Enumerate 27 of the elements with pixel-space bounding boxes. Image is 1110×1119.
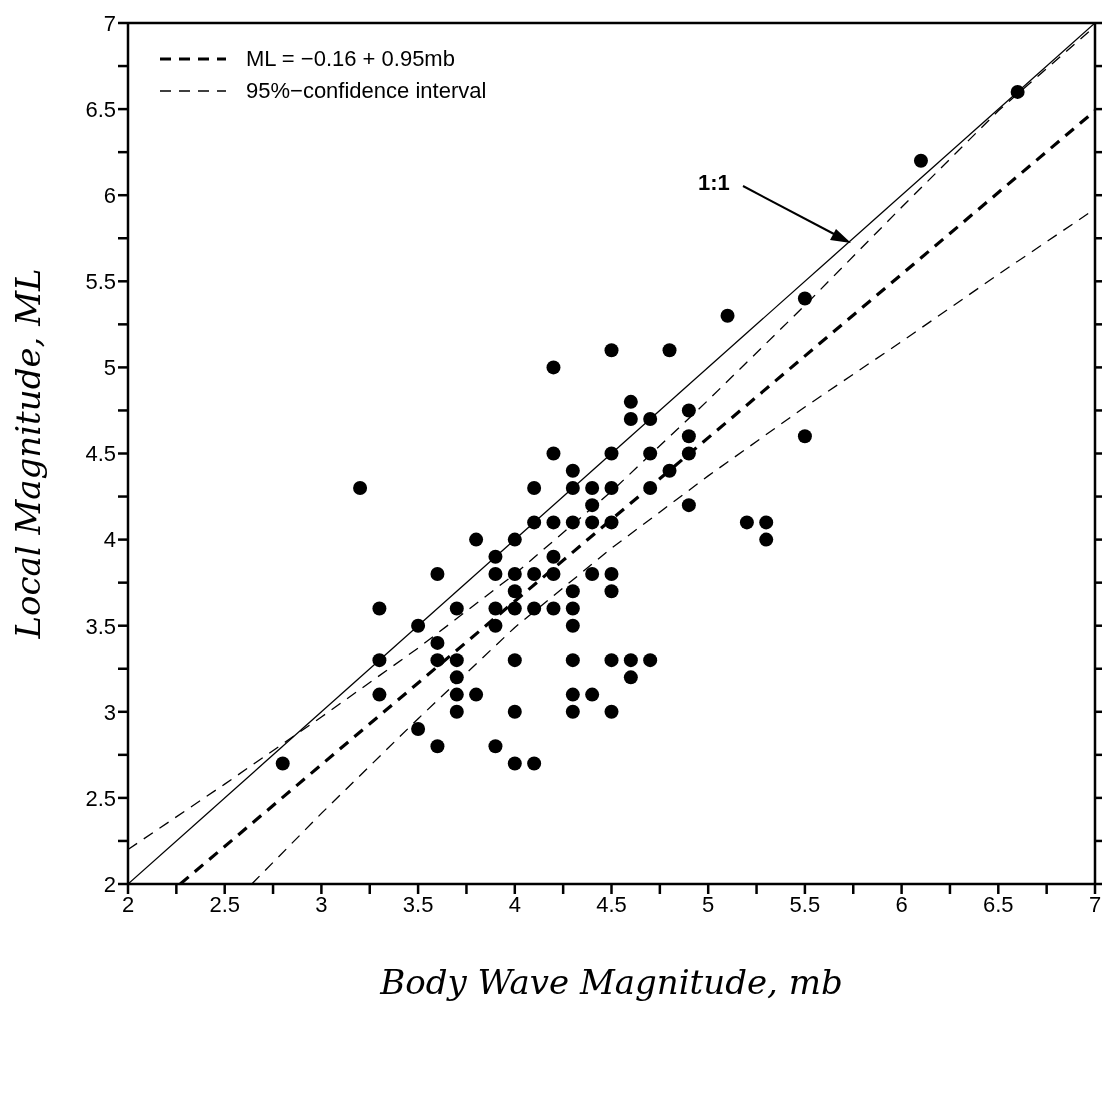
annotation: 1:1	[698, 170, 730, 196]
y-axis-title: Local Magnitude, ML	[8, 268, 49, 640]
y-tick-label: 2	[103, 871, 116, 897]
x-tick-label: 6	[895, 891, 908, 917]
legend-label: ML = −0.16 + 0.95mb	[246, 46, 455, 72]
x-tick-label: 5	[702, 891, 715, 917]
y-tick-label: 2.5	[85, 785, 116, 811]
x-tick-label: 2	[121, 891, 135, 917]
x-tick-label: 6.5	[983, 891, 1014, 917]
x-tick-label: 3	[315, 891, 328, 917]
y-tick-label: 5	[103, 355, 116, 381]
x-tick-label: 7	[1088, 891, 1102, 917]
x-axis-title: Body Wave Magnitude, mb	[379, 962, 843, 1002]
x-tick-label: 5.5	[789, 891, 821, 917]
y-tick-label: 4.5	[85, 441, 116, 467]
y-tick-label: 7	[103, 10, 116, 36]
y-tick-label: 4	[103, 527, 116, 553]
y-tick-label: 5.5	[85, 269, 116, 295]
x-tick-label: 4	[508, 891, 521, 917]
x-tick-label: 2.5	[209, 891, 240, 917]
y-tick-label: 3	[103, 699, 116, 725]
legend-label: 95%−confidence interval	[246, 78, 487, 104]
y-tick-label: 6.5	[85, 96, 116, 122]
x-tick-label: 3.5	[402, 891, 434, 917]
y-tick-label: 6	[103, 183, 116, 209]
x-tick-label: 4.5	[596, 891, 627, 917]
y-tick-label: 3.5	[85, 613, 116, 639]
